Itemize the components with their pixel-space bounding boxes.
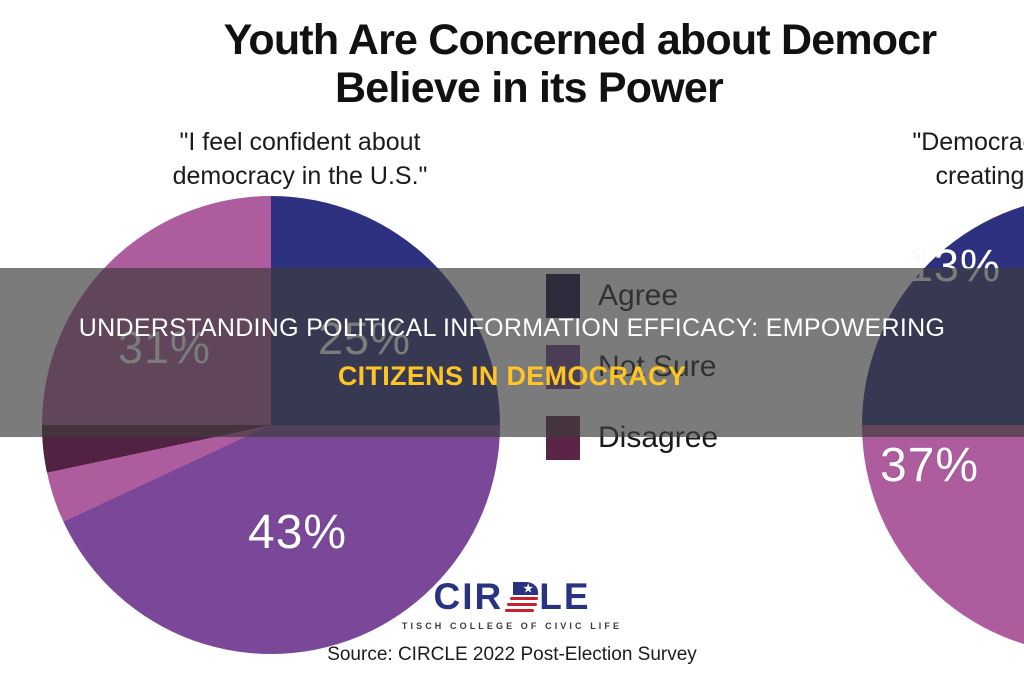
flag-stripe [507,602,538,606]
article-title-overlay-line-1: UNDERSTANDING POLITICAL INFORMATION EFFI… [78,313,946,342]
left-chart-subtitle-line-1: "I feel confident about [179,128,421,156]
star-icon: ★ [523,582,536,595]
right-chart-subtitle: "Democracy creating [770,126,1024,193]
page-title: Youth Are Concerned about Democr Believe… [0,16,1024,112]
flag-stripe [510,596,539,600]
article-title-overlay: UNDERSTANDING POLITICAL INFORMATION EFFI… [0,268,1024,437]
flag-canton [513,581,539,595]
right-pie-label-not-sure: 37% [880,439,980,492]
left-chart-subtitle-line-2: democracy in the U.S." [172,161,428,190]
page-title-line-1: Youth Are Concerned about Democr [223,16,937,64]
source-attribution: Source: CIRCLE 2022 Post-Election Survey [327,644,697,665]
circle-logo-wordmark: CIR ★ LE [433,578,590,615]
us-flag-icon: ★ [504,581,539,612]
circle-logo: CIR ★ LE TISCH COLLEGE OF CIVIC LIFE [0,578,1024,631]
article-title-overlay-line-2: CITIZENS IN DEMOCRACY [337,360,687,391]
page-title-line-2: Believe in its Power [335,64,724,113]
circle-logo-tagline: TISCH COLLEGE OF CIVIC LIFE [401,621,623,631]
right-chart-subtitle-line-2: creating [935,161,1024,190]
flag-stripe [505,608,535,612]
circle-logo-word-part-2: LE [539,576,591,617]
left-chart-subtitle: "I feel confident about democracy in the… [60,126,540,193]
right-chart-subtitle-line-1: "Democracy [912,128,1024,156]
circle-logo-word-part-1: CIR [433,576,504,617]
left-pie-label-not-sure: 43% [248,506,348,559]
